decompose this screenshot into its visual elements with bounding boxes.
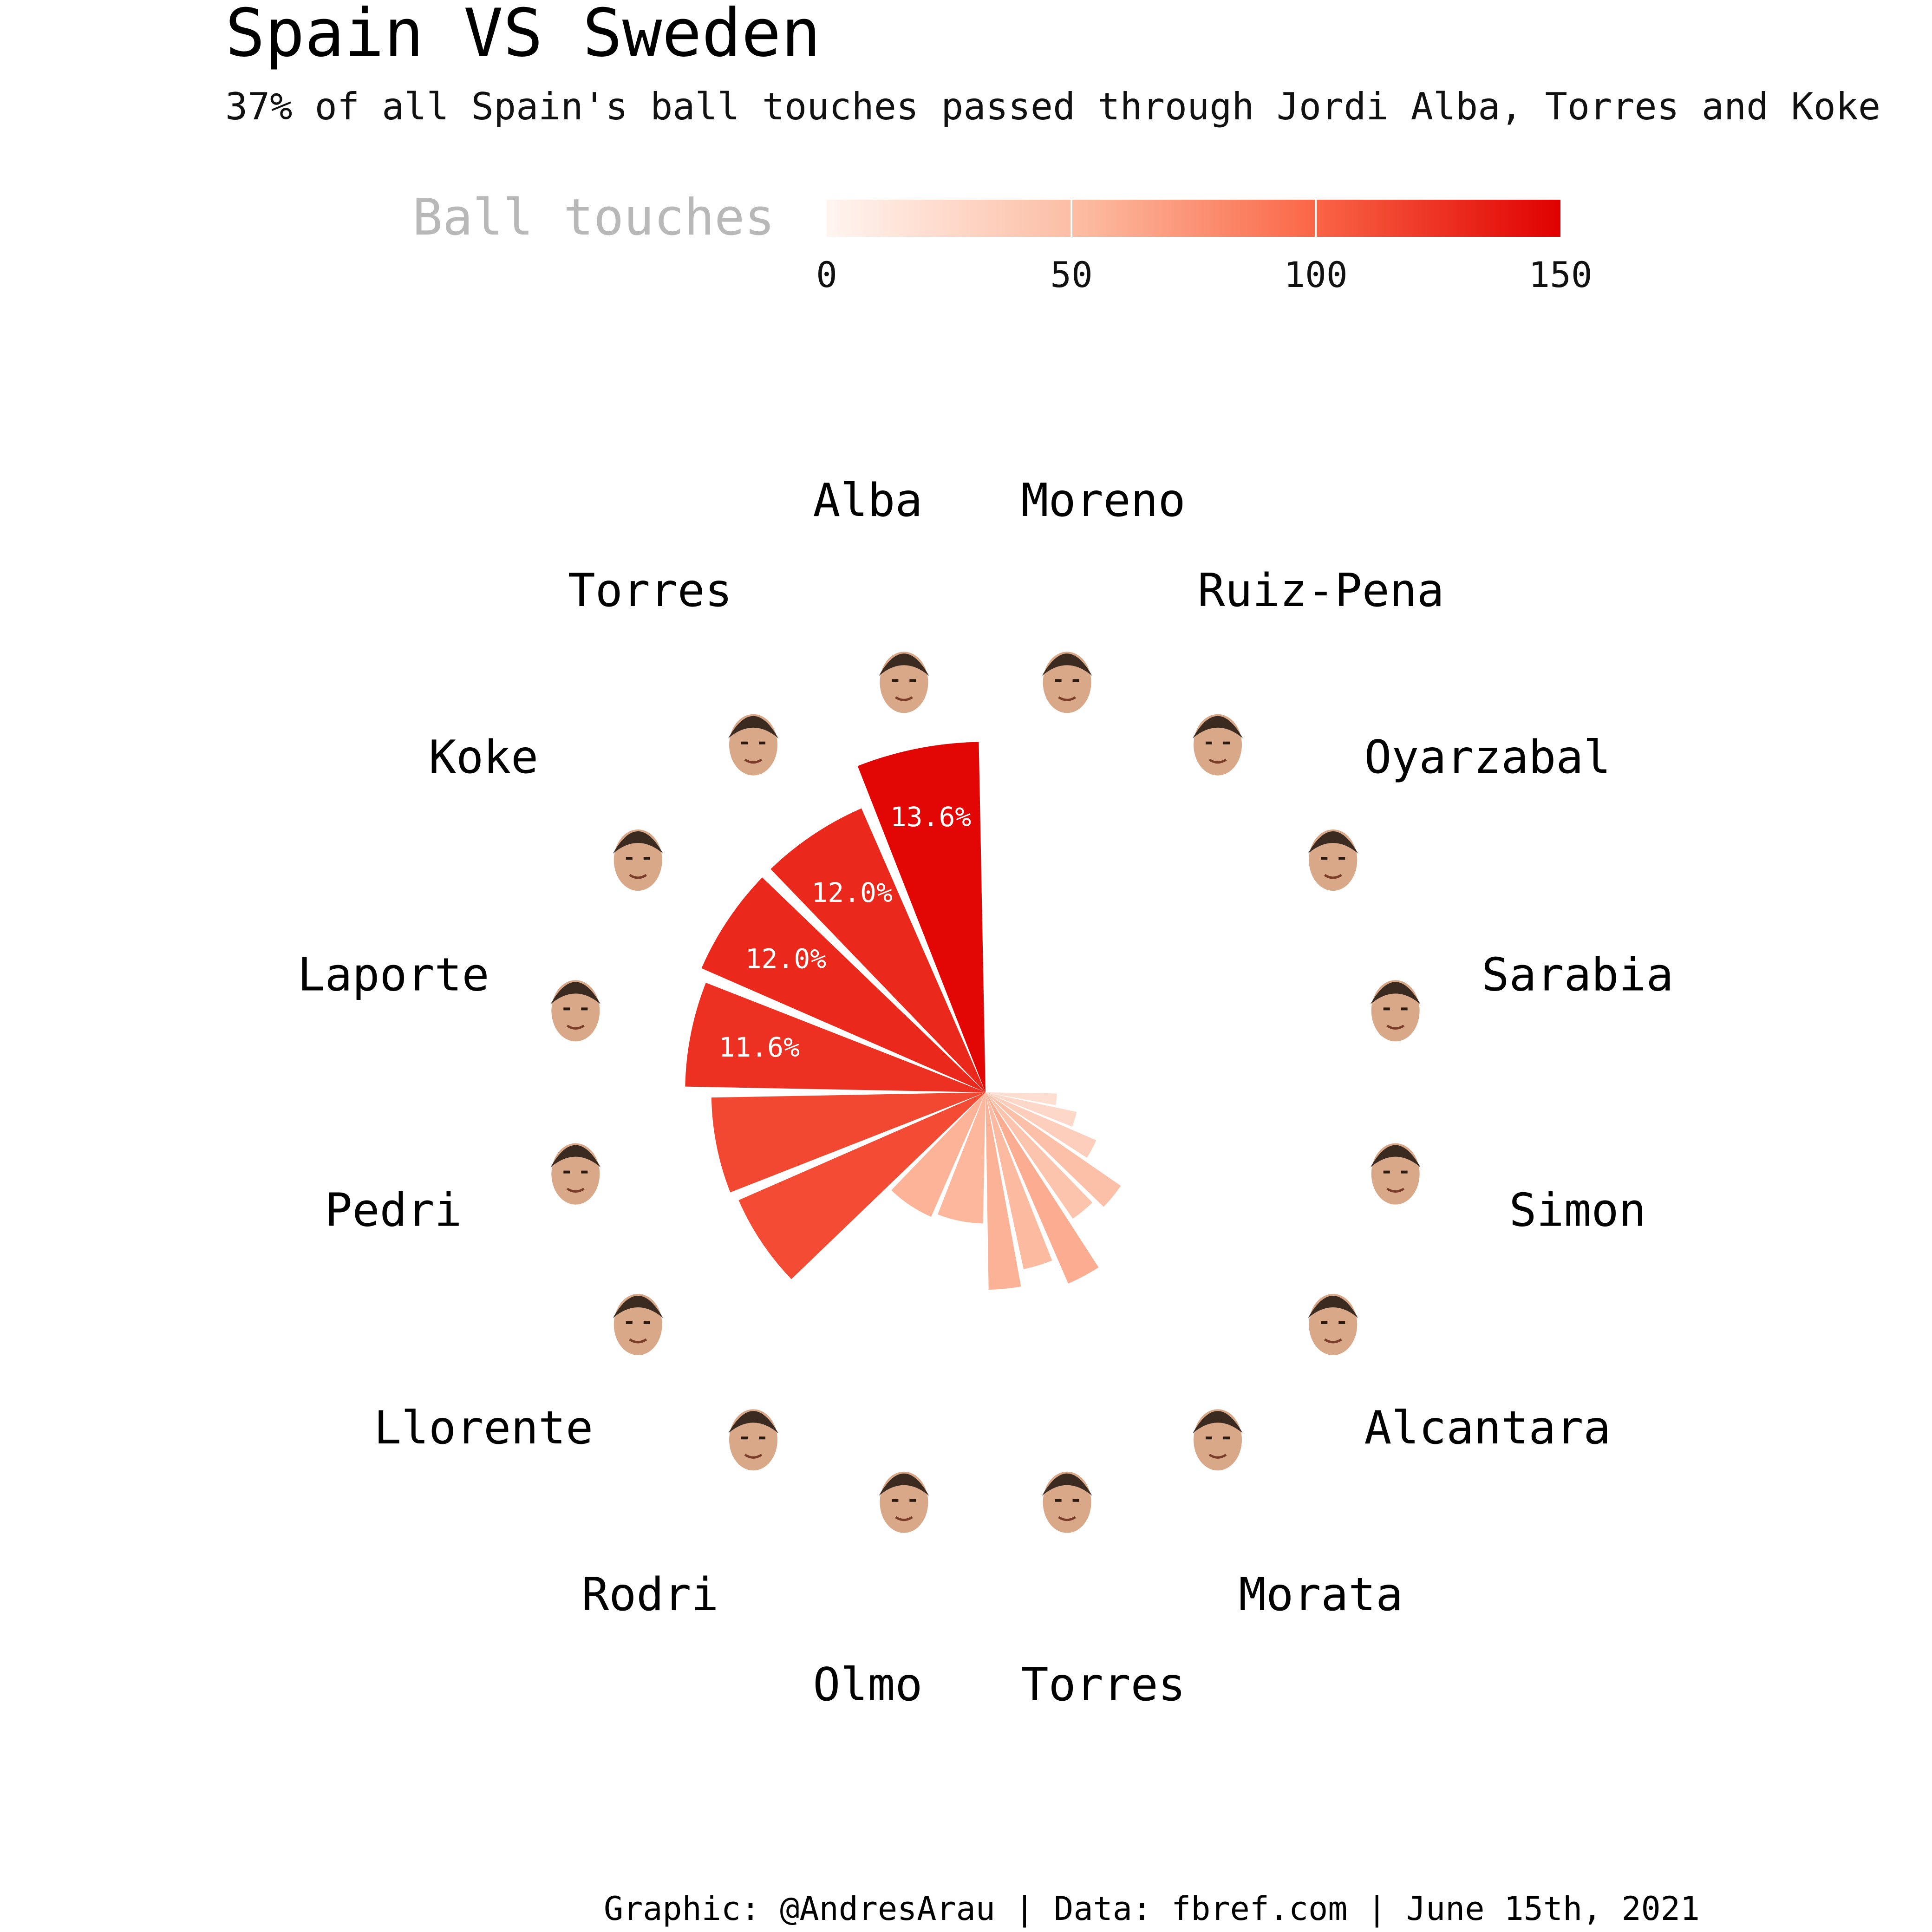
chart-title: Spain VS Sweden [225,0,821,72]
player-label-alba-0: Alba [813,474,922,527]
share-label-torres-1: 12.0% [811,877,893,908]
player-label-laporte-3: Laporte [297,948,489,1001]
avatar-ruiz-pena-14 [1193,714,1243,776]
inner-bar-2 [986,1092,1099,1284]
avatar-simon-11 [1370,1143,1421,1205]
color-legend: Ball touches 0 50 100 150 [412,189,1593,295]
inner-bar-0 [986,1092,1021,1290]
legend-colorbar [827,200,1560,237]
inner-bar-1 [986,1092,1052,1269]
inner-bar-6 [986,1092,1077,1127]
polar-bars [685,742,986,1279]
footer-credits: Graphic: @AndresArau | Data: fbref.com |… [604,1890,1700,1928]
player-label-alcantara-10: Alcantara [1364,1402,1611,1455]
avatar-oyarzabal-13 [1308,829,1358,891]
bar-olmo-7 [938,1092,986,1224]
bar-koke-2 [701,877,986,1092]
player-label-rodri-6: Rodri [581,1568,718,1621]
avatar-olmo-7 [879,1471,929,1533]
player-label-llorente-5: Llorente [374,1402,593,1455]
player-labels: Alba Torres Koke Laporte Pedri Llorente Rodri O… [297,474,1673,1711]
avatar-morata-9 [1193,1409,1243,1471]
avatar-alcantara-10 [1308,1294,1358,1355]
player-label-morata-9: Morata [1239,1568,1403,1621]
inner-bars [986,1092,1121,1290]
player-label-olmo-7: Olmo [813,1658,922,1711]
player-label-pedri-4: Pedri [325,1184,462,1237]
avatar-sarabia-12 [1370,980,1421,1042]
legend-tick-150: 150 [1528,254,1592,295]
legend-title: Ball touches [412,189,775,247]
player-label-sarabia-12: Sarabia [1482,948,1673,1001]
avatar-moreno-15 [1042,652,1092,713]
bar-rodri-6 [891,1092,986,1217]
player-avatars [550,652,1421,1533]
inner-bar-7 [986,1092,1057,1105]
player-label-oyarzabal-13: Oyarzabal [1364,731,1611,784]
player-label-simon-11: Simon [1509,1184,1646,1237]
inner-bar-3 [986,1092,1093,1219]
bar-torres-1 [770,808,986,1092]
share-label-laporte-3: 11.6% [718,1031,800,1063]
player-label-moreno-15: Moreno [1021,474,1186,527]
player-label-ruiz-pena-14: Ruiz-Pena [1198,564,1444,617]
player-label-koke-2: Koke [429,731,538,784]
avatar-torres-8 [1042,1471,1092,1533]
share-labels: 13.6% 12.0% 12.0% 11.6% [718,801,971,1063]
legend-tick-100: 100 [1284,254,1347,295]
legend-tick-50: 50 [1050,254,1093,295]
avatar-laporte-3 [550,980,601,1042]
bar-laporte-3 [685,983,986,1092]
chart-subtitle: 37% of all Spain's ball touches passed t… [225,85,1880,128]
inner-bar-5 [986,1092,1097,1158]
bar-pedri-4 [711,1092,986,1193]
avatar-torres-1 [728,714,778,776]
avatar-alba-0 [879,652,929,713]
inner-bar-4 [986,1092,1121,1207]
player-label-torres-8: Torres [1021,1658,1186,1711]
bar-llorente-5 [738,1092,986,1279]
avatar-rodri-6 [728,1409,778,1471]
avatar-koke-2 [613,829,663,891]
share-label-koke-2: 12.0% [745,943,827,975]
player-label-torres-1: Torres [568,564,732,617]
bar-alba-0 [857,742,986,1092]
avatar-llorente-5 [613,1294,663,1355]
share-label-alba-0: 13.6% [890,801,972,833]
legend-tick-0: 0 [816,254,837,295]
avatar-pedri-4 [550,1143,601,1205]
